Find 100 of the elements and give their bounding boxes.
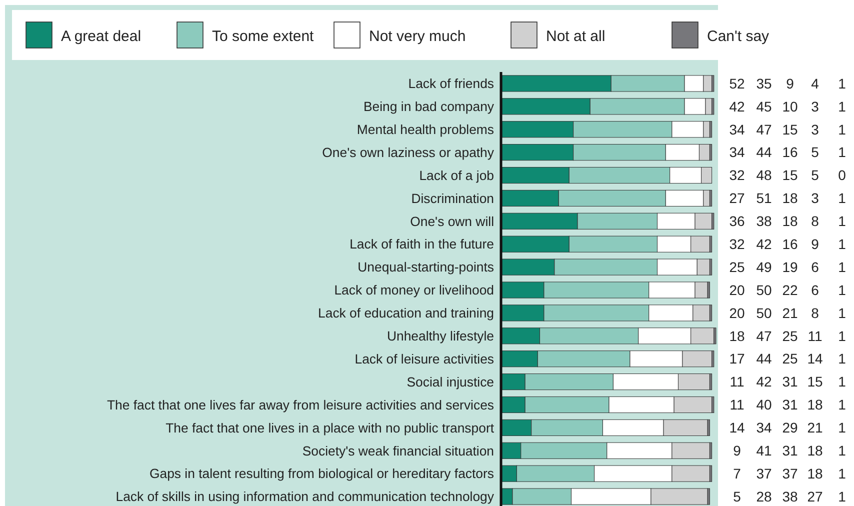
data-label: 5 bbox=[811, 167, 820, 184]
data-label: 27 bbox=[807, 488, 823, 504]
data-label: 1 bbox=[838, 488, 846, 504]
data-label: 37 bbox=[782, 465, 798, 482]
legend-label: Not very much bbox=[369, 28, 466, 45]
data-label: 50 bbox=[756, 282, 772, 298]
data-label: 48 bbox=[756, 167, 772, 184]
data-label: 1 bbox=[838, 258, 846, 275]
data-label: 38 bbox=[756, 213, 772, 230]
data-label: 31 bbox=[782, 396, 798, 413]
data-label: 1 bbox=[838, 236, 846, 252]
data-label: 27 bbox=[729, 190, 745, 206]
y-tick-label: Unequal-starting-points bbox=[358, 260, 494, 275]
data-label: 18 bbox=[807, 442, 823, 459]
data-label: 25 bbox=[782, 328, 798, 344]
y-tick-label: Lack of money or livelihood bbox=[334, 282, 494, 298]
data-label: 9 bbox=[786, 75, 794, 92]
data-label: 1 bbox=[838, 350, 846, 367]
data-label: 42 bbox=[729, 98, 745, 114]
data-label: 19 bbox=[782, 258, 798, 275]
y-tick-label: Society's weak financial situation bbox=[302, 443, 494, 458]
y-tick-label: One's own laziness or apathy bbox=[322, 144, 494, 160]
y-tick-label: Unhealthy lifestyle bbox=[386, 328, 494, 344]
y-tick-label: Social injustice bbox=[406, 374, 494, 390]
data-label: 34 bbox=[729, 121, 745, 138]
data-label: 34 bbox=[756, 420, 772, 436]
data-label: 11 bbox=[808, 328, 822, 344]
y-tick-label: Mental health problems bbox=[356, 122, 494, 137]
data-label: 15 bbox=[782, 121, 798, 138]
y-tick-label: Being in bad company bbox=[364, 99, 494, 114]
data-label: 1 bbox=[838, 374, 846, 390]
data-label: 8 bbox=[811, 304, 820, 321]
data-label: 0 bbox=[838, 167, 846, 184]
legend-label: Not at all bbox=[546, 28, 606, 45]
y-tick-label: Discrimination bbox=[411, 190, 494, 206]
data-label: 52 bbox=[729, 75, 745, 92]
y-tick-label: Gaps in talent resulting from biological or hereditary factors bbox=[149, 466, 494, 482]
data-label: 25 bbox=[782, 350, 798, 367]
data-label: 10 bbox=[782, 98, 798, 114]
y-tick-label: Lack of skills in using information and communication technology bbox=[116, 489, 494, 504]
data-label: 47 bbox=[756, 328, 772, 344]
y-tick-label: One's own will bbox=[410, 214, 494, 229]
data-label: 15 bbox=[807, 374, 823, 390]
data-label: 1 bbox=[838, 328, 846, 344]
data-label: 18 bbox=[782, 190, 798, 206]
data-label: 1 bbox=[838, 396, 846, 413]
legend-label: To some extent bbox=[212, 28, 315, 45]
data-label: 5 bbox=[733, 488, 742, 504]
data-label: 18 bbox=[782, 213, 798, 230]
data-label: 1 bbox=[838, 304, 846, 321]
data-label: 11 bbox=[730, 374, 744, 390]
y-tick-label: The fact that one lives in a place with no public transport bbox=[166, 420, 494, 436]
y-tick-label: Lack of education and training bbox=[318, 306, 494, 321]
data-label: 4 bbox=[811, 75, 820, 92]
data-label: 1 bbox=[838, 282, 846, 298]
data-label: 34 bbox=[729, 144, 745, 160]
data-label: 6 bbox=[811, 282, 820, 298]
data-label: 42 bbox=[756, 236, 772, 252]
data-label: 44 bbox=[756, 144, 772, 160]
data-label: 1 bbox=[838, 420, 846, 436]
data-label: 35 bbox=[756, 75, 772, 92]
data-label: 32 bbox=[729, 167, 745, 184]
data-label: 21 bbox=[807, 420, 823, 436]
data-label: 18 bbox=[807, 465, 823, 482]
data-label: 25 bbox=[729, 258, 745, 275]
data-label: 9 bbox=[733, 442, 742, 459]
data-label: 51 bbox=[756, 190, 772, 206]
data-label: 6 bbox=[811, 258, 820, 275]
data-label: 36 bbox=[729, 213, 745, 230]
data-label: 3 bbox=[811, 190, 820, 206]
data-label: 22 bbox=[782, 282, 798, 298]
data-label: 47 bbox=[756, 121, 772, 138]
data-label: 1 bbox=[838, 213, 846, 230]
data-label: 45 bbox=[756, 98, 772, 114]
y-tick-label: Lack of leisure activities bbox=[354, 351, 494, 366]
data-label: 1 bbox=[838, 144, 846, 160]
data-label: 5 bbox=[811, 144, 820, 160]
y-tick-label: Lack of a job bbox=[419, 168, 494, 183]
data-label: 1 bbox=[838, 190, 846, 206]
data-label: 17 bbox=[729, 350, 745, 367]
data-label: 32 bbox=[729, 236, 745, 252]
data-label: 49 bbox=[756, 258, 772, 275]
data-label: 9 bbox=[811, 236, 820, 252]
data-label: 14 bbox=[729, 420, 745, 436]
data-label: 18 bbox=[729, 328, 745, 344]
data-label: 1 bbox=[838, 75, 846, 92]
data-label: 7 bbox=[733, 465, 742, 482]
data-label: 20 bbox=[729, 304, 745, 321]
data-label: 8 bbox=[811, 213, 820, 230]
data-label: 16 bbox=[782, 236, 798, 252]
data-label: 37 bbox=[756, 465, 772, 482]
data-label: 20 bbox=[729, 282, 745, 298]
y-tick-label: Lack of friends bbox=[408, 76, 494, 92]
data-label: 3 bbox=[811, 121, 820, 138]
data-label: 50 bbox=[756, 304, 772, 321]
data-label: 38 bbox=[782, 488, 798, 504]
y-tick-label: Lack of faith in the future bbox=[350, 236, 494, 252]
data-label: 29 bbox=[782, 420, 798, 436]
y-tick-label: The fact that one lives far away from leisure activities and services bbox=[107, 397, 494, 412]
data-label: 14 bbox=[807, 350, 823, 367]
